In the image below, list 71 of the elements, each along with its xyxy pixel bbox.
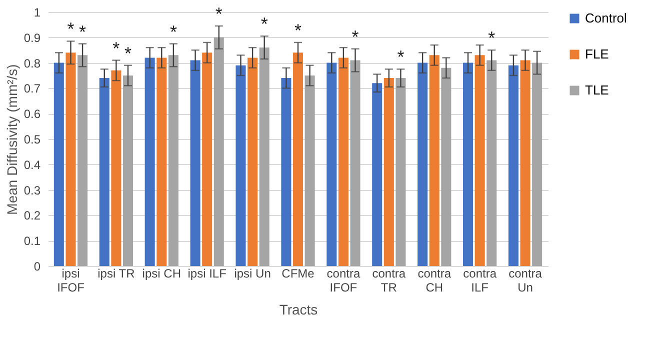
bar [168, 55, 178, 266]
bar [144, 58, 155, 266]
x-tick-label: contra TR [372, 266, 406, 294]
bar [54, 62, 64, 266]
x-tick-label: ipsi ILF [188, 266, 226, 280]
y-tick-label: 0.1 [24, 234, 41, 248]
y-tick-label: 0.8 [24, 56, 41, 70]
bar [111, 70, 122, 266]
data-label: * [170, 22, 177, 42]
bar [214, 37, 224, 266]
data-label: * [260, 14, 268, 34]
x-tick-label: ipsi TR [98, 266, 136, 280]
x-tick-label: CFMe [282, 266, 315, 280]
bar [326, 62, 337, 266]
bar [384, 78, 394, 266]
bar [292, 52, 304, 266]
data-label: * [352, 26, 359, 47]
legend-label: FLE [585, 46, 610, 62]
bar [66, 52, 76, 266]
x-tick-label: ipsi CH [142, 266, 181, 280]
data-label: * [112, 38, 120, 58]
y-tick-label: 0.4 [24, 158, 41, 172]
x-tick-label: ipsi Un [234, 266, 271, 280]
bar [122, 76, 133, 266]
x-tick-label: contra ILF [463, 266, 497, 294]
y-tick-label: 0.3 [24, 183, 41, 198]
y-axis-title: Mean Diffusivity (mm²/s) [4, 64, 20, 215]
bar [418, 62, 428, 266]
bar [236, 65, 246, 266]
x-tick-label: contra Un [508, 266, 542, 294]
bar [99, 78, 110, 266]
bar [463, 62, 474, 266]
data-label: * [215, 4, 222, 24]
bar [338, 58, 348, 266]
data-label: * [488, 28, 496, 48]
bar [429, 55, 440, 266]
bar [281, 78, 292, 266]
data-label: * [67, 19, 74, 40]
data-label: * [124, 43, 132, 64]
data-label: * [397, 47, 404, 68]
bar [508, 65, 518, 266]
bar [350, 60, 360, 266]
bar [190, 60, 200, 266]
y-tick-label: 0 [34, 260, 41, 274]
bar [78, 55, 88, 266]
x-tick-label: contra CH [418, 266, 452, 294]
legend-label: Control [585, 10, 628, 26]
bar [520, 60, 530, 266]
bar [372, 83, 382, 266]
x-tick-label: contra IFOF [326, 266, 360, 294]
y-tick-label: 0.5 [24, 132, 41, 146]
bar [259, 48, 270, 266]
legend-label: TLE [585, 82, 610, 98]
bar [532, 62, 542, 266]
data-label: * [79, 22, 86, 42]
y-tick-label: 0.2 [24, 208, 41, 223]
bar [304, 76, 315, 266]
y-tick-label: 0.7 [24, 82, 41, 96]
bar [486, 60, 497, 266]
bar [156, 58, 167, 266]
y-tick-label: 0.9 [24, 30, 41, 45]
bar [396, 78, 406, 266]
y-tick-label: 1 [34, 6, 41, 20]
y-tick-label: 0.6 [24, 107, 41, 122]
bar [441, 68, 452, 266]
bar [474, 55, 485, 266]
data-label: * [294, 20, 302, 40]
bar [202, 52, 212, 266]
x-axis-title: Tracts [279, 302, 318, 318]
bar [248, 58, 258, 266]
x-tick-label: ipsi IFOF [57, 266, 84, 294]
